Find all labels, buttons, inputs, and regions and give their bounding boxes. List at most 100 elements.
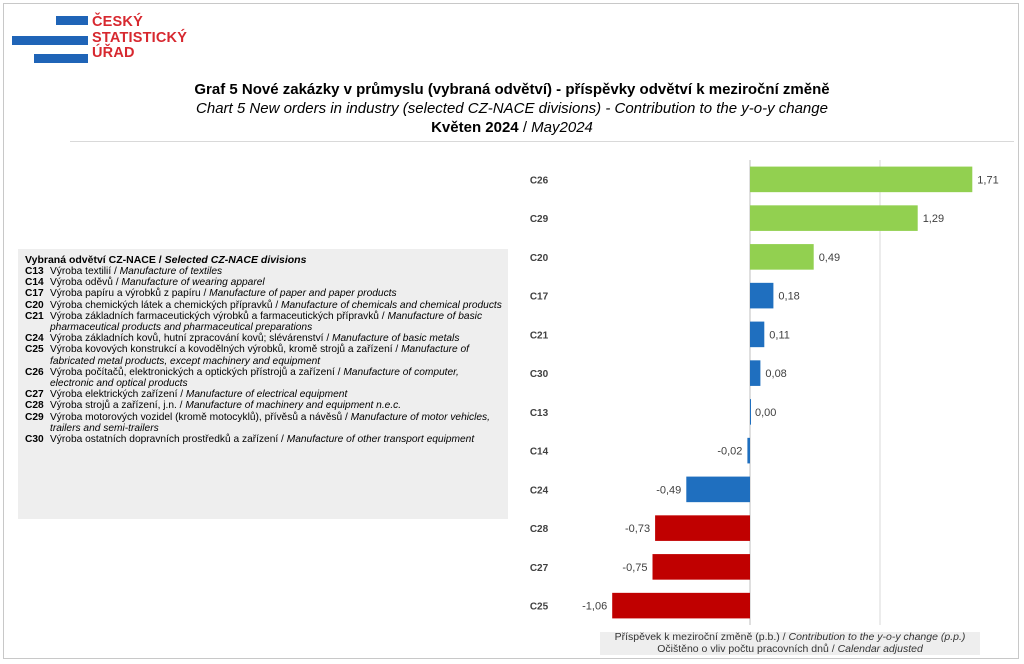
legend-item-en: Manufacture of chemicals and chemical pr…: [281, 299, 502, 311]
category-label-c27: C27: [530, 563, 549, 574]
footer-line-1: Příspěvek k meziroční změně (p.b.) / Con…: [600, 631, 980, 644]
title-box: [70, 76, 1014, 142]
legend-item-cz: Výroba základních farmaceutických výrobk…: [50, 310, 388, 322]
category-label-c13: C13: [530, 408, 549, 419]
legend-item-en: Manufacture of computer, electronic and …: [50, 366, 459, 390]
data-label-c27: -0,75: [622, 562, 647, 574]
data-label-c25: -1,06: [582, 601, 607, 613]
legend-item-cz: Výroba strojů a zařízení, j.n. /: [50, 400, 186, 412]
legend-item-cz: Výroba základních kovů, hutní zpracování…: [50, 333, 333, 345]
legend-heading: Vybraná odvětví CZ-NACE / Selected CZ-NA…: [25, 254, 306, 266]
legend-items: C13 Výroba textilií / Manufacture of text…: [25, 266, 505, 445]
legend-item-c14: C14 Výroba oděvů / Manufacture of wearing…: [25, 277, 505, 288]
legend-item-code: C27: [25, 389, 44, 401]
category-label-c14: C14: [530, 447, 549, 458]
period-cz: Květen 2024: [431, 119, 519, 136]
legend-item-en: Manufacture of basic pharmaceutical prod…: [50, 310, 483, 334]
chart-title-cz: Graf 5 Nové zakázky v průmyslu (vybraná …: [194, 81, 830, 98]
chart-title-block: Graf 5 Nové zakázky v průmyslu (vybraná …: [0, 80, 1024, 137]
legend-item-code: C20: [25, 299, 44, 311]
bar-chart: C26 1,71 C29 1,29 C20 0,49 C17 0,18 C21 0,11 C30 0,…: [530, 160, 999, 625]
logo-line-2: STATISTICKÝ: [92, 29, 188, 46]
legend-item-cz: Výroba textilií /: [50, 266, 120, 277]
legend-item-en: Manufacture of basic metals: [332, 333, 460, 345]
category-label-c21: C21: [530, 330, 549, 341]
category-label-c29: C29: [530, 214, 549, 225]
legend-item-c17: C17 Výroba papíru a výrobků z papíru / Ma…: [25, 288, 505, 299]
period-sep: /: [518, 119, 532, 136]
chart-title-en: Chart 5 New orders in industry (selected…: [196, 100, 828, 117]
footer-line-2-cz: Očištěno o vliv počtu pracovních dnů /: [657, 642, 838, 655]
legend-item-c24: C24 Výroba základních kovů, hutní zpracov…: [25, 333, 505, 344]
period-en: May2024: [531, 119, 593, 136]
bar-c28: [655, 515, 750, 541]
legend-item-en: Manufacture of fabricated metal products…: [50, 344, 470, 367]
legend-item-cz: Výroba ostatních dopravních prostředků a…: [50, 434, 287, 446]
legend-item-code: C26: [25, 366, 44, 378]
bar-c13: [750, 399, 751, 425]
category-label-c25: C25: [530, 602, 549, 613]
bar-c30: [750, 360, 761, 386]
data-label-c24: -0,49: [656, 484, 681, 496]
legend-item-c28: C28 Výroba strojů a zařízení, j.n. / Manu…: [25, 400, 505, 411]
category-label-c24: C24: [530, 485, 549, 496]
bar-c21: [750, 321, 765, 348]
data-label-c26: 1,71: [977, 174, 998, 186]
bar-c27: [652, 554, 750, 580]
category-label-c30: C30: [530, 369, 549, 380]
legend-item-cz: Výroba elektrických zařízení /: [50, 389, 186, 401]
category-label-c28: C28: [530, 524, 549, 535]
data-label-c20: 0,49: [819, 252, 840, 264]
legend-item-code: C29: [25, 411, 44, 423]
chart-period: Květen 2024 / May2024: [0, 118, 1024, 137]
legend-item-en: Manufacture of other transport equipment: [286, 434, 475, 446]
legend-item-en: Manufacture of machinery and equipment n…: [185, 400, 402, 412]
legend-item-code: C24: [25, 333, 44, 345]
legend-item-cz: Výroba počítačů, elektronických a optick…: [50, 366, 344, 378]
legend-item-code: C13: [25, 266, 44, 277]
legend-item-en: Manufacture of electrical equipment: [185, 389, 348, 401]
data-label-c28: -0,73: [625, 523, 650, 535]
division-legend: Vybraná odvětví CZ-NACE / Selected CZ-NA…: [18, 249, 508, 519]
data-label-c17: 0,18: [778, 291, 799, 303]
bar-c14: [747, 437, 750, 464]
footer-line-2: Očištěno o vliv počtu pracovních dnů / C…: [600, 642, 980, 656]
bar-c29: [750, 205, 918, 231]
data-label-c14: -0,02: [717, 446, 742, 458]
legend-item-en: Manufacture of motor vehicles, trailers …: [50, 411, 490, 434]
legend-item-code: C28: [25, 400, 44, 412]
legend-item-code: C14: [25, 277, 44, 289]
data-label-c29: 1,29: [923, 213, 944, 225]
category-label-c26: C26: [530, 175, 549, 186]
czso-logo: ČESKÝ STATISTICKÝ ÚŘAD: [12, 14, 202, 66]
bar-c26: [750, 166, 973, 193]
data-label-c13: 0,00: [755, 407, 776, 419]
category-label-c20: C20: [530, 253, 549, 264]
legend-item-c30: C30 Výroba ostatních dopravních prostředk…: [25, 434, 505, 445]
legend-item-c25: C25 Výroba kovových konstrukcí a kovoděln…: [25, 344, 505, 366]
legend-item-c29: C29 Výroba motorových vozidel (kromě moto…: [25, 412, 505, 434]
legend-heading-cz: Vybraná odvětví CZ-NACE /: [25, 254, 165, 266]
category-label-c17: C17: [530, 292, 549, 303]
bar-c24: [686, 476, 750, 503]
legend-item-c20: C20 Výroba chemických látek a chemických …: [25, 300, 505, 311]
data-label-c30: 0,08: [765, 368, 786, 380]
axis-note: Příspěvek k meziroční změně (p.b.) / Con…: [600, 631, 980, 656]
legend-item-c27: C27 Výroba elektrických zařízení / Manufa…: [25, 389, 505, 400]
legend-item-en: Manufacture of textiles: [119, 266, 223, 277]
footer-line-1-en: Contribution to the y-o-y change (p.p.): [788, 631, 966, 643]
legend-item-cz: Výroba chemických látek a chemických pří…: [50, 299, 282, 311]
legend-item-code: C25: [25, 344, 44, 356]
bar-c17: [750, 282, 774, 309]
bar-c25: [612, 592, 750, 619]
chart-frame: [3, 3, 1019, 659]
legend-item-code: C30: [25, 434, 44, 446]
legend-item-c26: C26 Výroba počítačů, elektronických a opt…: [25, 367, 505, 389]
legend-item-en: Manufacture of wearing apparel: [121, 277, 265, 289]
footer-line-1-cz: Příspěvek k meziroční změně (p.b.) /: [614, 631, 789, 643]
legend-item-code: C17: [25, 288, 44, 300]
legend-item-c21: C21 Výroba základních farmaceutických výr…: [25, 311, 505, 333]
legend-item-cz: Výroba oděvů /: [50, 277, 122, 289]
logo-line-3: ÚŘAD: [92, 45, 135, 61]
footer-line-2-en: Calendar adjusted: [837, 642, 923, 655]
